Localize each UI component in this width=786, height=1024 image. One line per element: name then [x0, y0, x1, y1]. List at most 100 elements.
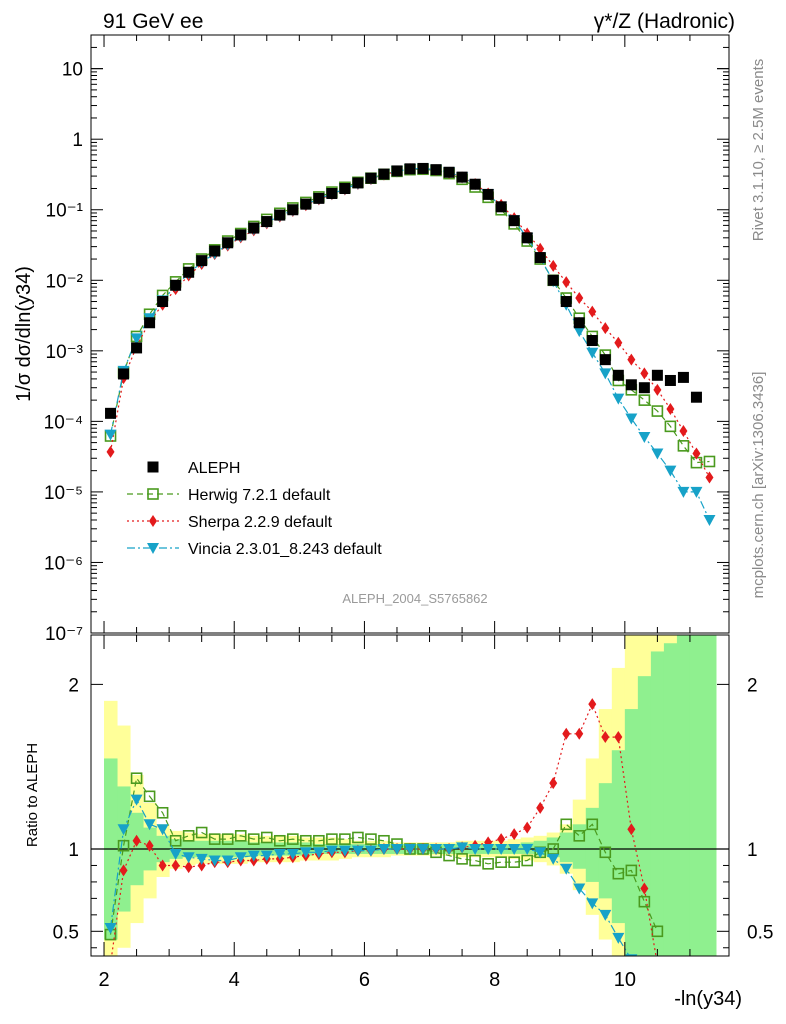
data-point	[599, 368, 612, 380]
ratio-point	[521, 854, 533, 867]
ratio-point	[171, 859, 180, 872]
ratio-point	[287, 833, 299, 845]
ratio-point	[130, 794, 143, 806]
uncertainty-band-inner	[676, 635, 691, 956]
data-point	[106, 445, 115, 458]
ratio-point	[599, 909, 612, 921]
ratio-point	[221, 833, 234, 845]
series-line	[109, 168, 711, 478]
ratio-point	[536, 801, 545, 814]
legend-label: Herwig 7.2.1 default	[188, 487, 331, 504]
legend-label: Vincia 2.3.01_8.243 default	[188, 541, 382, 558]
x-tick-label: 2	[98, 969, 109, 991]
data-point	[222, 237, 234, 249]
ratio-point	[130, 772, 143, 785]
y-tick-label: 10⁻⁴	[44, 412, 83, 433]
data-point	[521, 232, 533, 244]
ratio-point	[495, 844, 508, 855]
ratio-point	[547, 853, 560, 865]
ratio-point	[469, 844, 482, 855]
data-point	[677, 486, 690, 498]
ratio-point	[456, 853, 468, 865]
data-point	[547, 274, 559, 286]
ratio-point	[313, 834, 325, 847]
series-aleph	[105, 162, 702, 419]
ratio-point	[599, 846, 612, 859]
data-point	[664, 420, 677, 433]
ratio-point	[312, 847, 325, 859]
data-point	[651, 369, 663, 381]
legend-marker	[147, 543, 159, 554]
ratio-point	[638, 976, 650, 987]
ratio-point	[651, 925, 664, 938]
data-point	[705, 471, 714, 484]
data-point	[651, 405, 664, 417]
data-point	[625, 379, 637, 391]
ratio-point	[234, 830, 247, 842]
side-label-top-text: Rivet 3.1.10, ≥ 2.5M events	[750, 59, 767, 242]
ratio-point	[352, 831, 364, 844]
ratio-point	[508, 856, 520, 868]
ratio-point	[260, 831, 273, 844]
data-point	[599, 354, 611, 366]
ratio-y-tick-label-right: 2	[747, 675, 758, 696]
ratio-point	[638, 895, 651, 908]
x-axis-title: -ln(y34)	[674, 988, 742, 1010]
ratio-point	[497, 833, 506, 846]
ratio-point	[184, 861, 193, 874]
y-tick-label: 10⁻⁵	[44, 483, 83, 504]
y-tick-label: 10⁻⁶	[44, 553, 83, 574]
ratio-y-tick-label-right: 0.5	[747, 922, 773, 943]
ratio-point	[182, 852, 195, 864]
data-point	[326, 187, 338, 199]
data-point	[612, 369, 624, 381]
main-panel: ALEPH_2004_S5765862 10⁻⁷ 10⁻⁶ 10⁻⁵ 10⁻⁴ 10⁻³…	[44, 34, 730, 645]
data-point	[495, 201, 507, 213]
ratio-panel: 0.5 0.5 1 1 2 2 2 4 6 8 10	[53, 634, 773, 995]
y-tick-label: 10⁻⁷	[45, 624, 83, 645]
ratio-point	[456, 842, 469, 854]
watermark-text: ALEPH_2004_S5765862	[342, 591, 487, 606]
data-point	[144, 317, 156, 329]
data-point	[703, 514, 716, 526]
data-point	[130, 333, 143, 345]
ratio-point	[573, 883, 586, 895]
ratio-frame-border	[90, 634, 730, 957]
ratio-point	[117, 839, 130, 852]
ratio-point	[299, 847, 312, 859]
data-point	[664, 465, 677, 477]
ratio-point	[534, 847, 547, 859]
ratio-point	[169, 834, 182, 847]
main-y-axis-title-text: 1/σ dσ/dln(y34)	[13, 266, 35, 402]
ratio-point	[508, 844, 521, 855]
uncertainty-band-inner	[689, 635, 704, 956]
ratio-point	[549, 777, 558, 790]
ratio-point	[651, 984, 663, 995]
ratio-point	[158, 859, 167, 872]
ratio-point	[208, 855, 221, 867]
ratio-point	[495, 856, 507, 868]
data-point	[391, 165, 403, 177]
data-point	[703, 455, 716, 468]
ratio-point	[443, 844, 456, 855]
data-point	[653, 383, 662, 396]
ratio-point	[377, 844, 390, 855]
data-point	[365, 172, 377, 184]
ratio-point	[482, 844, 495, 855]
data-point	[469, 178, 481, 190]
ratio-y-axis-title-text: Ratio to ALEPH	[24, 743, 41, 847]
ratio-point	[521, 844, 534, 855]
data-point	[300, 198, 312, 210]
uncertainty-band-inner	[559, 832, 574, 863]
uncertainty-band-inner	[650, 651, 665, 956]
data-point	[131, 342, 143, 354]
ratio-point	[562, 727, 571, 740]
data-point	[339, 183, 351, 195]
legend-entry-sherpa-2-2-9-default: Sherpa 2.2.9 default	[127, 514, 333, 531]
legend: ALEPH Herwig 7.2.1 default Sherpa 2.2.9 de…	[127, 460, 382, 558]
ratio-point	[260, 850, 273, 862]
ratio-y-tick-label: 0.5	[53, 922, 79, 943]
data-point	[651, 448, 664, 460]
ratio-point	[653, 958, 661, 970]
